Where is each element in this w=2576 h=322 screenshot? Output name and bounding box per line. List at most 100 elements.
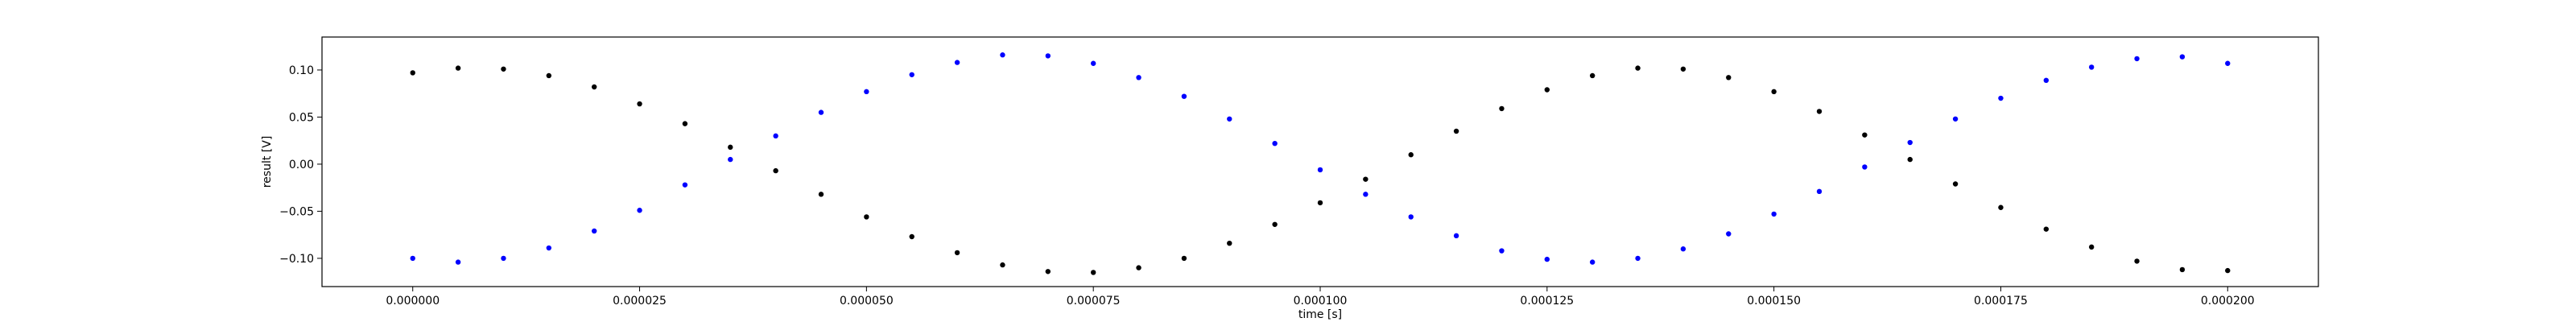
data-point [2043, 226, 2050, 232]
x-tick-label: 0.000150 [1747, 295, 1801, 308]
data-point [1589, 72, 1596, 79]
data-point [2179, 266, 2186, 273]
y-tick-label: 0.10 [289, 64, 314, 77]
data-point [818, 109, 824, 115]
data-point [728, 144, 733, 151]
data-point [1090, 60, 1096, 66]
data-point [1635, 65, 1641, 71]
data-point [1589, 259, 1596, 265]
data-point [1544, 256, 1550, 262]
data-point [1680, 246, 1686, 252]
x-tick-label: 0.000050 [840, 295, 894, 308]
y-tick-label: 0.05 [289, 111, 314, 124]
data-point [2043, 77, 2050, 84]
data-point [954, 250, 960, 256]
data-point [546, 72, 552, 79]
data-point [1635, 255, 1641, 262]
data-point [864, 214, 869, 220]
y-axis-label: result [V] [261, 136, 274, 188]
data-point [1227, 240, 1232, 246]
data-point [2088, 244, 2095, 250]
data-point [1907, 139, 1913, 146]
data-point [1227, 116, 1232, 122]
data-point [410, 70, 415, 76]
data-point [909, 72, 914, 77]
data-point [818, 192, 824, 197]
x-tick-label: 0.000175 [1974, 295, 2028, 308]
x-tick-label: 0.000075 [1067, 295, 1121, 308]
data-point [1000, 262, 1005, 268]
data-point [1816, 109, 1823, 114]
data-point [2179, 54, 2186, 60]
data-point [864, 89, 869, 95]
data-point [2225, 60, 2231, 66]
data-point [1680, 66, 1686, 72]
data-point [2088, 64, 2095, 70]
data-point [2134, 56, 2140, 62]
data-point [728, 156, 733, 163]
data-point [1317, 167, 1323, 173]
data-point [1272, 140, 1278, 147]
data-point [1181, 93, 1187, 99]
data-point [2134, 258, 2140, 264]
series-2 [410, 52, 2231, 265]
data-point [637, 208, 642, 213]
data-point [501, 255, 506, 262]
data-point [1907, 156, 1913, 163]
data-point [1952, 181, 1959, 187]
data-point [1726, 75, 1732, 80]
plot-area [410, 52, 2231, 275]
data-point [637, 101, 642, 107]
y-tick-label: 0.00 [289, 159, 314, 171]
data-point [1998, 204, 2004, 210]
data-point [1136, 265, 1141, 270]
data-point [2225, 267, 2231, 274]
data-point [455, 259, 461, 265]
data-point [1499, 105, 1505, 112]
data-point [682, 121, 688, 126]
data-point [1317, 200, 1323, 206]
data-point [1499, 248, 1505, 254]
x-tick-label: 0.000100 [1294, 295, 1348, 308]
data-point [501, 66, 506, 72]
data-point [773, 133, 778, 139]
data-point [546, 245, 552, 251]
data-point [773, 167, 778, 174]
data-point [591, 84, 597, 90]
x-tick-label: 0.000025 [613, 295, 667, 308]
data-point [1408, 214, 1414, 220]
data-point [1090, 270, 1096, 275]
data-point [1408, 152, 1414, 158]
x-axis-label: time [s] [1298, 308, 1342, 321]
data-point [1862, 164, 1868, 170]
x-tick-label: 0.000200 [2201, 295, 2255, 308]
data-point [954, 60, 960, 65]
data-point [682, 182, 688, 188]
data-point [1453, 233, 1459, 239]
data-point [1453, 128, 1459, 134]
data-point [410, 255, 415, 262]
data-point [1816, 188, 1823, 195]
data-point [1726, 231, 1732, 237]
x-tick-label: 0.000000 [386, 295, 440, 308]
y-tick-label: −0.10 [279, 253, 314, 266]
x-axis: 0.000000 0.000025 0.000050 0.000075 0.000100… [386, 287, 2255, 308]
data-point [1136, 75, 1141, 80]
data-point [1363, 192, 1368, 197]
data-point [1272, 221, 1278, 227]
data-point [909, 233, 914, 240]
y-axis: 0.10 0.05 0.00 −0.05 −0.10 [279, 64, 322, 266]
data-point [1862, 132, 1868, 138]
y-tick-label: −0.05 [279, 205, 314, 218]
data-point [1000, 52, 1005, 58]
series-1 [410, 65, 2231, 275]
data-point [1544, 87, 1550, 93]
data-point [455, 65, 461, 71]
data-point [1998, 95, 2004, 101]
x-tick-label: 0.000125 [1520, 295, 1574, 308]
data-point [1363, 176, 1368, 182]
data-point [591, 228, 597, 234]
